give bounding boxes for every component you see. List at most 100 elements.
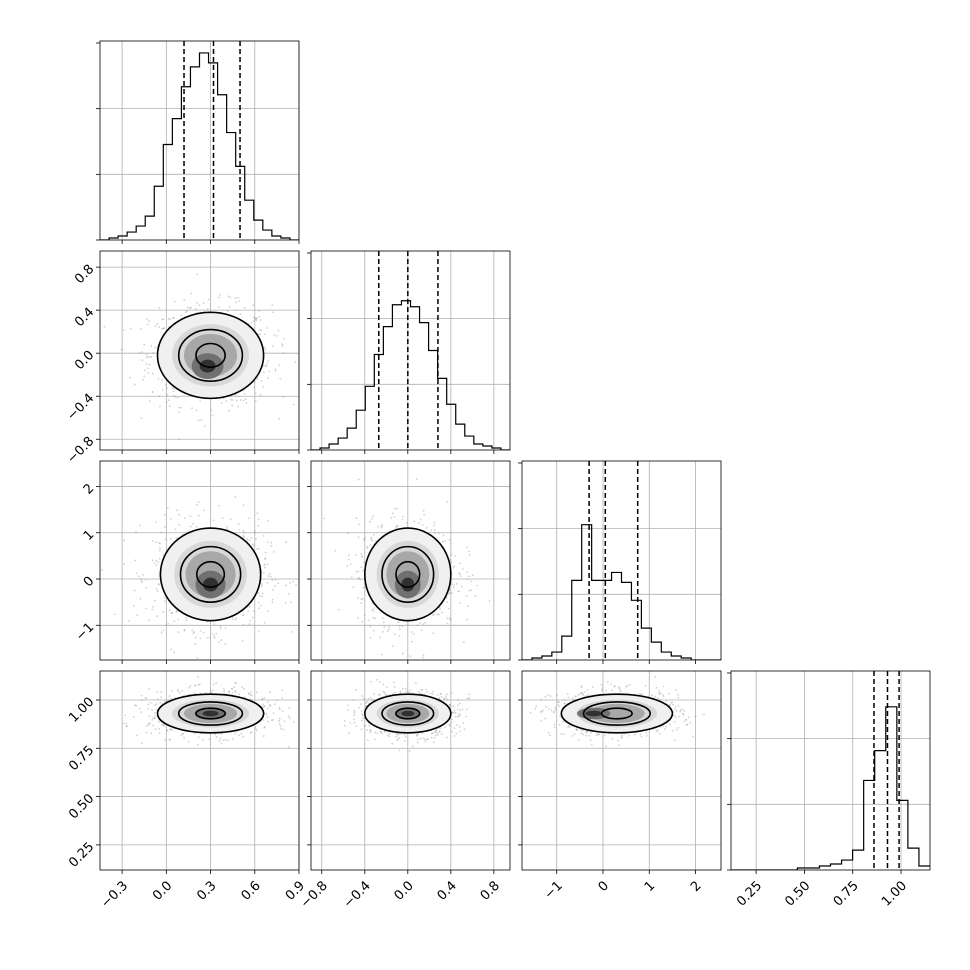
sample-point <box>218 641 220 644</box>
sample-point <box>466 697 469 700</box>
sample-point <box>154 728 157 731</box>
sample-point <box>458 715 460 718</box>
sample-point <box>180 314 183 317</box>
sample-point <box>420 692 423 695</box>
sample-point <box>415 682 417 685</box>
sample-point <box>372 607 375 610</box>
sample-point <box>258 607 261 610</box>
sample-point <box>355 725 358 727</box>
sample-point <box>271 579 274 582</box>
sample-point <box>380 653 383 656</box>
sample-point <box>262 735 265 737</box>
sample-point <box>164 384 167 386</box>
sample-point <box>234 681 237 684</box>
sample-point <box>185 310 188 313</box>
contour-line-2 <box>156 311 265 400</box>
sample-point <box>288 581 291 584</box>
sample-point <box>446 500 448 503</box>
sample-point <box>419 737 422 740</box>
sample-point <box>263 726 266 729</box>
sample-point <box>255 319 258 322</box>
sample-point <box>276 334 278 337</box>
sample-point <box>211 414 214 417</box>
sample-point <box>125 722 128 725</box>
sample-point <box>173 620 176 623</box>
sample-point <box>259 333 261 336</box>
sample-point <box>472 574 474 577</box>
sample-point <box>238 693 241 696</box>
sample-point <box>162 724 165 727</box>
sample-point <box>278 364 281 366</box>
sample-point <box>664 728 666 731</box>
sample-point <box>155 708 158 711</box>
sample-point <box>272 345 274 348</box>
sample-point <box>281 697 284 700</box>
sample-point <box>422 737 425 740</box>
sample-point <box>419 518 422 521</box>
sample-point <box>357 576 360 579</box>
sample-point <box>264 566 266 569</box>
sample-point <box>665 725 668 728</box>
sample-point <box>264 348 267 351</box>
sample-point <box>262 571 265 574</box>
sample-point <box>662 725 665 728</box>
sample-point <box>439 608 442 611</box>
sample-point <box>256 512 259 515</box>
sample-point <box>122 722 125 725</box>
sample-point <box>164 538 167 541</box>
sample-point <box>476 584 479 587</box>
sample-point <box>362 586 365 589</box>
sample-point <box>178 513 181 516</box>
sample-point <box>230 687 233 690</box>
sample-point <box>256 548 259 551</box>
sample-point <box>434 731 437 733</box>
sample-point <box>659 691 662 694</box>
panel-frame <box>99 460 300 661</box>
sample-point <box>242 504 245 507</box>
sample-point <box>449 705 452 708</box>
sample-point <box>412 633 415 636</box>
sample-point <box>212 519 215 522</box>
sample-point <box>387 628 390 631</box>
sample-point <box>124 714 127 717</box>
sample-point <box>145 318 148 320</box>
sample-point <box>585 734 588 737</box>
sample-point <box>212 683 215 686</box>
sample-point <box>613 684 616 687</box>
sample-point <box>373 629 375 632</box>
sample-point <box>151 559 154 562</box>
sample-point <box>234 496 237 498</box>
sample-point <box>269 575 272 578</box>
contour-line-2 <box>159 527 262 622</box>
sample-point <box>157 378 160 380</box>
sample-point <box>150 344 153 347</box>
contour-line-2 <box>156 693 265 734</box>
sample-point <box>426 738 429 741</box>
scatter-panel-3-0 <box>96 670 300 874</box>
sample-point <box>194 684 196 687</box>
sample-point <box>261 592 264 595</box>
sample-point <box>249 698 252 701</box>
sample-point <box>448 617 451 620</box>
sample-point <box>143 343 146 346</box>
sample-point <box>223 687 225 690</box>
sample-point <box>211 632 214 635</box>
sample-point <box>250 321 253 324</box>
sample-point <box>369 636 372 639</box>
contour-line-2 <box>363 527 452 622</box>
sample-point <box>249 693 252 696</box>
sample-point <box>281 343 283 346</box>
sample-point <box>459 602 461 605</box>
sample-point <box>422 623 425 626</box>
sample-point <box>601 689 604 692</box>
histogram-step <box>311 300 510 450</box>
sample-point <box>424 688 427 691</box>
sample-point <box>153 717 156 720</box>
sample-point <box>438 730 441 733</box>
histogram-bars <box>311 251 510 450</box>
sample-point <box>362 717 364 719</box>
sample-point <box>254 400 257 402</box>
scatter-content <box>522 675 705 748</box>
sample-point <box>238 529 241 531</box>
sample-point <box>432 690 435 693</box>
